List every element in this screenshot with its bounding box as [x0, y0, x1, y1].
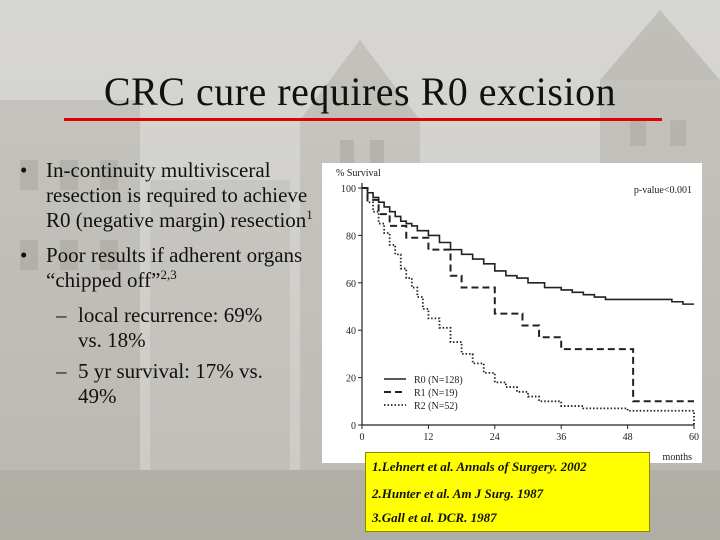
y-tick-label: 80: [346, 231, 356, 242]
legend-label: R2 (N=52): [414, 401, 458, 412]
x-tick-label: 48: [623, 432, 633, 443]
survival-chart: 0 20 40 60 80 100 0 12 24 36 48 60 % Survival months p…: [336, 168, 699, 463]
y-tick-label: 40: [346, 326, 356, 337]
y-tick-label: 0: [351, 421, 356, 432]
sub-bullet-item: – local recurrence: 69% vs. 18%: [18, 303, 318, 353]
legend-label: R0 (N=128): [414, 375, 463, 386]
p-value-annotation: p-value<0.001: [634, 185, 692, 196]
bullet-item: • Poor results if adherent organs “chipp…: [18, 243, 318, 293]
reference-item: 3.Gall et al. DCR. 1987: [372, 510, 497, 525]
legend-label: R1 (N=19): [414, 388, 458, 399]
x-tick-label: 36: [556, 432, 566, 443]
x-tick-label: 60: [689, 432, 699, 443]
bullet-text: Poor results if adherent organs “chipped…: [46, 243, 303, 292]
reference-item: 2.Hunter et al. Am J Surg. 1987: [372, 486, 544, 501]
sub-bullet-line: vs. 18%: [78, 328, 146, 352]
y-tick-label: 100: [341, 184, 356, 195]
citation-superscript: 2,3: [160, 267, 177, 282]
slide-title: CRC cure requires R0 excision: [103, 69, 617, 114]
sub-bullet-line: 49%: [78, 384, 117, 408]
x-axis-label: months: [663, 452, 693, 463]
x-tick-label: 0: [360, 432, 365, 443]
y-tick-label: 20: [346, 374, 356, 385]
reference-item: 1.Lehnert et al. Annals of Surgery. 2002: [372, 459, 587, 474]
bullet-glyph: •: [20, 243, 28, 267]
series-line-dashed: [362, 187, 694, 403]
sub-bullet-item: – 5 yr survival: 17% vs. 49%: [18, 359, 318, 409]
y-tick-label: 60: [346, 279, 356, 290]
y-axis-label: % Survival: [336, 168, 381, 179]
bullet-list: • In-continuity multivisceral resection …: [18, 158, 318, 415]
sub-bullet-line: 5 yr survival: 17% vs.: [78, 359, 263, 383]
references-box: 1.Lehnert et al. Annals of Surgery. 2002…: [365, 452, 650, 532]
title-underline: [64, 118, 662, 121]
bullet-text: In-continuity multivisceral resection is…: [46, 158, 308, 232]
bullet-glyph: •: [20, 158, 28, 182]
dash-glyph: –: [56, 359, 67, 383]
sub-bullet-line: local recurrence: 69%: [78, 303, 263, 327]
x-tick-label: 12: [423, 432, 433, 443]
series-line-solid: [362, 187, 694, 305]
citation-superscript: 1: [306, 207, 313, 222]
bullet-item: • In-continuity multivisceral resection …: [18, 158, 318, 233]
x-tick-label: 24: [490, 432, 500, 443]
survival-chart-panel: 0 20 40 60 80 100 0 12 24 36 48 60 % Survival months p…: [322, 163, 702, 463]
dash-glyph: –: [56, 303, 67, 327]
